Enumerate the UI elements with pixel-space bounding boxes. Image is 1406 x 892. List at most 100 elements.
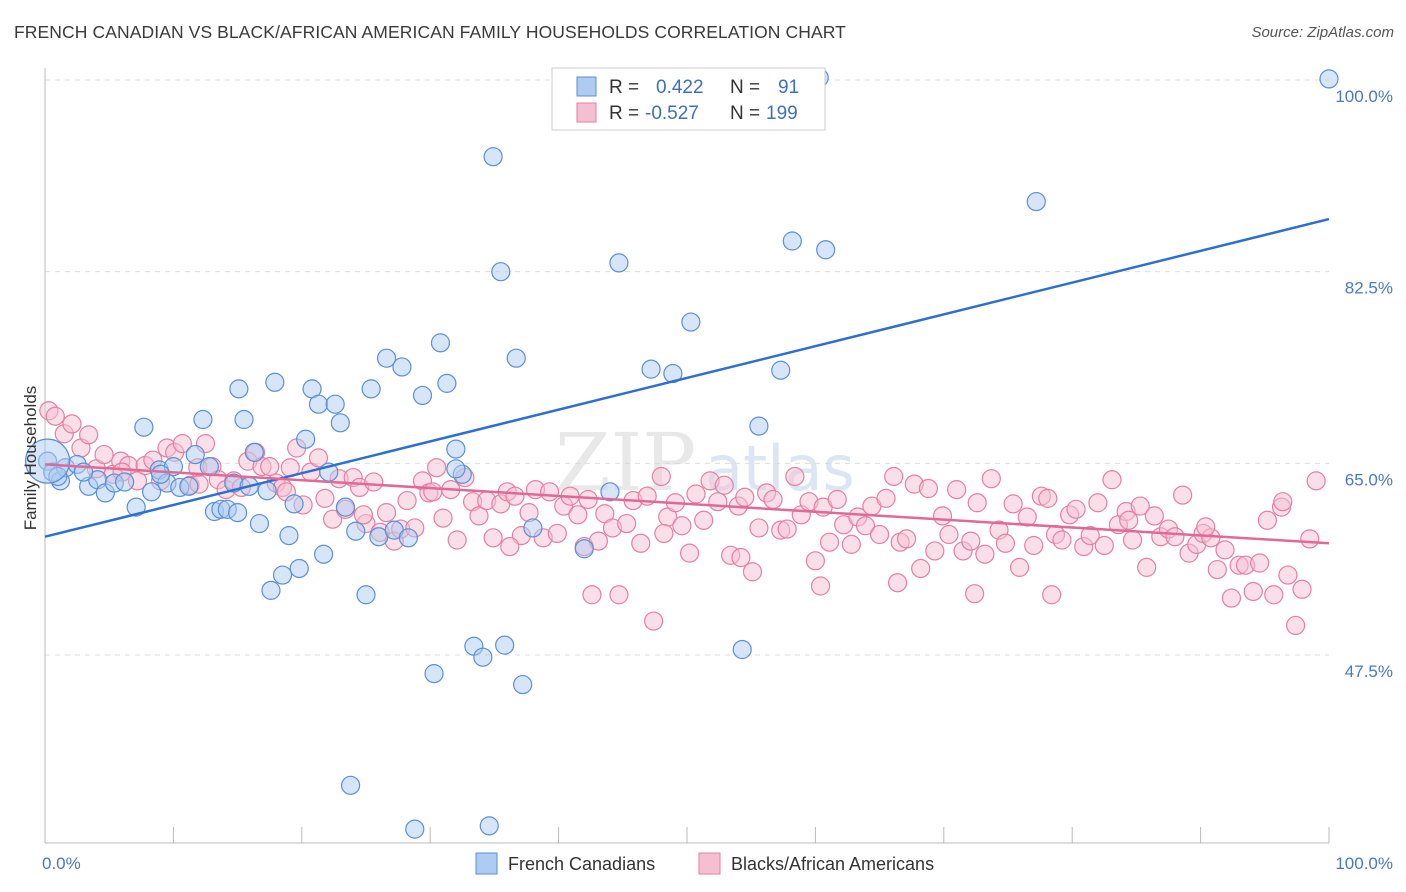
pink-point-134 [995,533,1016,553]
legend-r-value-1: 0.422 [656,77,704,98]
blue-point-29 [249,513,270,534]
legend-n-value-1: 91 [778,77,799,98]
blue-point-79 [749,416,769,436]
blue-point-19 [193,409,213,430]
pink-point-36 [308,448,329,468]
pink-point-190 [965,584,985,604]
pink-point-112 [841,534,861,554]
blue-point-70 [574,539,594,559]
pink-point-164 [1207,559,1227,580]
blue-point-67 [506,348,526,368]
blue-point-80 [771,360,791,380]
pink-point-186 [654,523,674,544]
blue-point-73 [641,359,661,379]
pink-point-132 [981,469,1001,489]
blue-point-84 [1026,191,1046,212]
pink-point-136 [1009,557,1030,577]
blue-point-10 [126,497,146,517]
pink-point-94 [714,475,734,495]
pink-point-166 [1221,588,1242,608]
bottom-legend-swatch-blue [475,852,498,875]
pink-point-88 [672,516,692,536]
blue-point-58 [437,373,457,393]
pink-point-85 [651,466,671,487]
pink-point-90 [686,484,706,504]
trend-line-french-canadians [44,217,1330,538]
pink-point-117 [876,488,896,508]
pink-point-140 [1038,488,1058,508]
pink-point-56 [447,530,467,550]
bottom-legend-label-1: French Canadians [508,854,655,874]
pink-point-3 [62,414,82,434]
pink-point-175 [1286,615,1306,636]
blue-point-17 [179,476,199,496]
chart-source: Source: ZipAtlas.com [1251,24,1394,41]
legend-swatch-pink [576,102,597,123]
blue-point-83 [816,240,836,260]
blue-point-65 [491,262,511,282]
y-tick-label-3: 100.0% [1335,87,1393,106]
pink-point-144 [1066,499,1086,519]
pink-point-154 [1137,557,1157,577]
pink-point-17 [172,434,192,454]
blue-point-56 [424,664,444,684]
blue-point-36 [289,558,309,579]
pink-point-127 [947,480,967,500]
pink-point-158 [1165,527,1185,547]
pink-point-191 [1042,585,1062,605]
blue-point-59 [446,439,466,459]
pink-point-193 [1196,517,1216,537]
trend-lines [44,217,1330,545]
pink-point-176 [1292,579,1312,599]
pink-point-153 [1130,496,1150,516]
blue-point-32 [265,372,285,392]
x-tick-label-0: 0.0% [42,854,81,873]
y-tick-label-0: 47.5% [1345,662,1393,681]
y-tick-labels: 47.5% 65.0% 82.5% 100.0% [1335,87,1393,681]
blue-point-72 [609,253,629,273]
pink-point-142 [1052,530,1072,550]
legend-r-value-2: -0.527 [645,103,699,124]
pink-point-70 [547,523,567,544]
pink-point-159 [1173,485,1193,505]
pink-point-183 [423,482,443,502]
blue-point-78 [732,639,752,660]
pink-point-146 [1080,526,1100,546]
pink-point-98 [742,562,763,582]
pink-point-188 [810,576,831,596]
pink-point-104 [785,466,805,487]
pink-point-107 [805,551,826,571]
pink-point-84 [644,611,664,631]
blue-point-26 [234,409,254,430]
blue-point-39 [308,394,329,414]
blue-point-89 [228,503,248,523]
blue-point-69 [523,518,543,538]
pink-point-116 [869,524,890,545]
bottom-legend-swatch-pink [698,852,721,875]
pink-point-101 [763,489,783,510]
blue-point-35 [284,494,304,514]
pink-point-80 [617,513,637,534]
series-french-canadians [24,68,1339,839]
blue-point-75 [681,312,701,332]
pink-point-194 [1273,492,1293,512]
pink-point-97 [735,487,755,507]
pink-point-170 [1250,553,1270,573]
pink-point-64 [505,486,525,506]
series-blacks-african-americans [39,401,1326,636]
blue-point-62 [473,647,493,667]
blue-point-52 [392,357,412,377]
pink-point-46 [376,503,397,523]
pink-point-124 [925,541,945,561]
blue-point-57 [430,333,451,353]
pink-point-49 [397,490,417,511]
blue-point-9 [115,472,135,492]
pink-point-147 [1088,493,1108,513]
pink-point-169 [1243,581,1263,602]
pink-point-114 [855,516,876,536]
pink-point-126 [939,524,959,545]
x-tick-labels: 0.0% 100.0% [42,854,1393,873]
blue-point-55 [412,385,433,406]
legend-swatch-blue [576,76,597,97]
